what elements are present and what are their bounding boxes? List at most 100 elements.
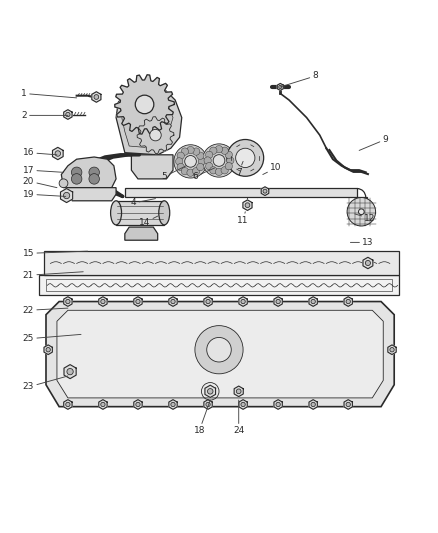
Polygon shape bbox=[99, 297, 107, 306]
Polygon shape bbox=[44, 251, 399, 275]
Circle shape bbox=[311, 300, 315, 304]
Polygon shape bbox=[204, 400, 212, 409]
Circle shape bbox=[208, 389, 213, 394]
Polygon shape bbox=[344, 297, 353, 306]
Ellipse shape bbox=[159, 201, 170, 225]
Polygon shape bbox=[46, 302, 394, 407]
Polygon shape bbox=[261, 187, 269, 196]
Circle shape bbox=[177, 164, 184, 171]
Polygon shape bbox=[116, 201, 164, 225]
Circle shape bbox=[276, 402, 280, 407]
Circle shape bbox=[174, 145, 207, 178]
Polygon shape bbox=[277, 84, 283, 91]
Circle shape bbox=[71, 167, 82, 177]
Polygon shape bbox=[239, 297, 247, 306]
Text: 20: 20 bbox=[23, 176, 57, 188]
Circle shape bbox=[236, 148, 255, 167]
Text: 18: 18 bbox=[194, 400, 210, 435]
Text: 5: 5 bbox=[161, 166, 186, 181]
Polygon shape bbox=[57, 310, 383, 398]
Polygon shape bbox=[66, 188, 116, 201]
Text: 19: 19 bbox=[23, 190, 66, 199]
Polygon shape bbox=[64, 110, 72, 119]
Circle shape bbox=[135, 95, 154, 114]
Circle shape bbox=[89, 167, 99, 177]
Circle shape bbox=[365, 261, 371, 265]
Text: 10: 10 bbox=[263, 164, 282, 174]
Circle shape bbox=[171, 402, 175, 407]
Text: 8: 8 bbox=[280, 71, 318, 87]
Text: 4: 4 bbox=[131, 198, 155, 207]
Circle shape bbox=[210, 147, 217, 155]
Ellipse shape bbox=[110, 201, 121, 225]
Circle shape bbox=[136, 300, 140, 304]
Circle shape bbox=[311, 402, 315, 407]
Polygon shape bbox=[204, 297, 212, 306]
Circle shape bbox=[66, 402, 70, 407]
Circle shape bbox=[276, 300, 280, 304]
Text: 22: 22 bbox=[23, 306, 68, 315]
Circle shape bbox=[202, 144, 236, 177]
Circle shape bbox=[206, 402, 210, 407]
Polygon shape bbox=[134, 297, 142, 306]
Polygon shape bbox=[309, 297, 318, 306]
Polygon shape bbox=[116, 83, 182, 155]
Circle shape bbox=[237, 389, 241, 394]
Circle shape bbox=[205, 163, 213, 170]
Text: 7: 7 bbox=[236, 161, 243, 177]
Text: 15: 15 bbox=[23, 249, 88, 258]
Text: 11: 11 bbox=[237, 212, 249, 225]
Circle shape bbox=[67, 368, 73, 375]
Circle shape bbox=[176, 158, 183, 165]
Text: 13: 13 bbox=[350, 238, 374, 247]
Circle shape bbox=[193, 148, 200, 155]
Polygon shape bbox=[234, 386, 243, 397]
Circle shape bbox=[171, 300, 175, 304]
Circle shape bbox=[263, 189, 267, 193]
Circle shape bbox=[197, 164, 204, 171]
Circle shape bbox=[150, 130, 161, 141]
Circle shape bbox=[221, 147, 228, 155]
Circle shape bbox=[225, 151, 233, 158]
Circle shape bbox=[136, 402, 140, 407]
Polygon shape bbox=[64, 365, 76, 378]
Circle shape bbox=[225, 163, 233, 170]
Polygon shape bbox=[169, 297, 177, 306]
Polygon shape bbox=[239, 400, 247, 409]
Circle shape bbox=[207, 337, 231, 362]
Circle shape bbox=[198, 158, 205, 165]
Polygon shape bbox=[344, 400, 353, 409]
Circle shape bbox=[89, 174, 99, 184]
Circle shape bbox=[390, 348, 394, 352]
Text: 2: 2 bbox=[21, 111, 68, 120]
Text: 21: 21 bbox=[23, 271, 83, 280]
Text: 24: 24 bbox=[233, 400, 244, 435]
Polygon shape bbox=[137, 117, 174, 154]
Text: 17: 17 bbox=[23, 166, 64, 175]
Polygon shape bbox=[122, 89, 173, 148]
Circle shape bbox=[221, 167, 228, 174]
Polygon shape bbox=[169, 400, 177, 409]
Circle shape bbox=[215, 146, 223, 153]
Polygon shape bbox=[363, 257, 373, 269]
Text: 25: 25 bbox=[23, 334, 81, 343]
Circle shape bbox=[177, 152, 184, 159]
Circle shape bbox=[197, 152, 204, 159]
Circle shape bbox=[206, 300, 210, 304]
Polygon shape bbox=[53, 147, 63, 159]
Text: 12: 12 bbox=[355, 214, 376, 223]
Circle shape bbox=[195, 326, 243, 374]
Circle shape bbox=[185, 156, 196, 167]
Circle shape bbox=[46, 348, 50, 352]
Polygon shape bbox=[131, 155, 173, 179]
Text: 14: 14 bbox=[139, 216, 158, 227]
Circle shape bbox=[213, 155, 225, 166]
Circle shape bbox=[64, 192, 70, 199]
Circle shape bbox=[205, 151, 213, 158]
Circle shape bbox=[71, 174, 82, 184]
Circle shape bbox=[358, 209, 364, 215]
Text: 16: 16 bbox=[23, 148, 57, 157]
Text: 23: 23 bbox=[23, 376, 68, 391]
Circle shape bbox=[279, 85, 282, 88]
Polygon shape bbox=[309, 400, 318, 409]
